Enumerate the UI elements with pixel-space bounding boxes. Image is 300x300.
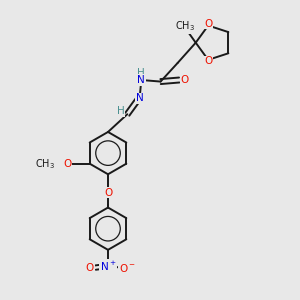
- Text: O: O: [104, 188, 112, 198]
- Text: N: N: [136, 93, 144, 103]
- Text: H: H: [137, 68, 145, 78]
- Text: N$^+$: N$^+$: [100, 260, 116, 273]
- Text: CH$_3$: CH$_3$: [176, 19, 196, 33]
- Text: O: O: [204, 56, 212, 66]
- Text: CH$_3$: CH$_3$: [35, 157, 56, 171]
- Text: O: O: [181, 75, 189, 85]
- Text: O: O: [63, 159, 71, 169]
- Text: O$^-$: O$^-$: [119, 262, 136, 274]
- Text: H: H: [117, 106, 124, 116]
- Text: O: O: [86, 262, 94, 273]
- Text: N: N: [137, 75, 145, 85]
- Text: O: O: [204, 19, 212, 29]
